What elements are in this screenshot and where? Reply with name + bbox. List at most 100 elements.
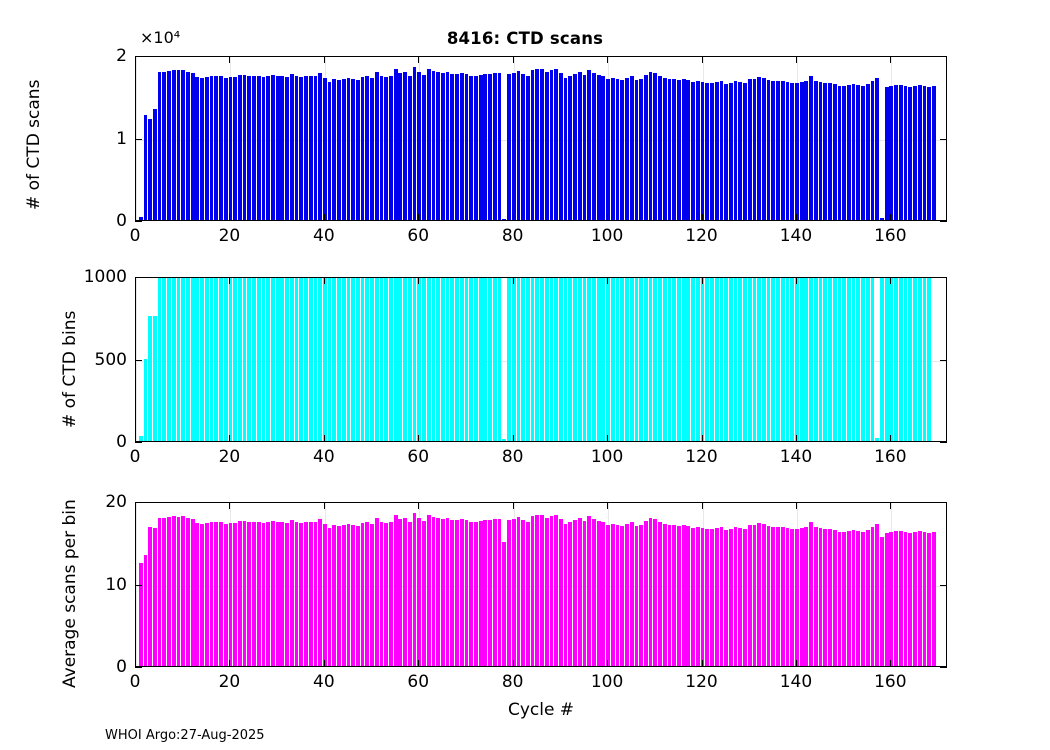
y-tick-right <box>940 277 947 278</box>
bar <box>757 523 762 666</box>
bar <box>832 278 837 441</box>
bar <box>143 358 148 441</box>
bar <box>431 70 436 220</box>
bar <box>799 81 804 220</box>
bar <box>549 278 554 441</box>
bar <box>813 278 818 441</box>
x-tick <box>607 660 609 667</box>
bar <box>875 78 880 220</box>
bar <box>724 278 728 441</box>
x-tick-label: 0 <box>129 447 141 467</box>
bar <box>615 278 620 441</box>
bar <box>898 278 903 441</box>
bar <box>625 77 629 220</box>
bar <box>275 278 280 441</box>
bar <box>455 74 459 220</box>
bar <box>355 278 360 441</box>
bar <box>511 72 516 220</box>
bar <box>455 520 459 666</box>
bar <box>195 278 200 441</box>
bar <box>507 73 511 220</box>
bar <box>152 528 157 666</box>
y-tick-right <box>940 138 947 140</box>
plot-ctd-scans <box>135 56 947 221</box>
bar <box>516 278 521 441</box>
bar <box>913 531 917 666</box>
bar <box>176 516 181 666</box>
bar <box>922 531 927 666</box>
bar <box>662 278 667 441</box>
bar <box>856 85 861 220</box>
x-tick-top <box>229 277 231 284</box>
bar <box>865 278 870 441</box>
bar <box>596 278 601 441</box>
bar <box>417 72 422 220</box>
bar <box>799 527 804 666</box>
bar <box>554 278 559 441</box>
bar <box>681 278 686 441</box>
bar <box>488 278 492 441</box>
bar <box>247 76 252 220</box>
x-tick-top <box>795 277 797 284</box>
bar <box>190 519 195 666</box>
x-tick-label: 60 <box>407 447 430 467</box>
bar <box>370 278 374 441</box>
bar <box>710 278 714 441</box>
bar <box>478 520 483 666</box>
bar <box>304 278 308 441</box>
y-tick-label: 1 <box>116 128 127 149</box>
bar <box>464 519 469 666</box>
bar <box>256 278 261 441</box>
x-tick-top <box>512 277 514 284</box>
x-tick-label: 160 <box>874 447 907 467</box>
xlabel-cycle: Cycle # <box>507 700 575 720</box>
bar <box>544 518 549 666</box>
bar <box>658 522 662 666</box>
bar <box>743 528 747 666</box>
y-tick <box>135 56 142 57</box>
bar <box>148 315 153 441</box>
bar <box>261 522 266 666</box>
bar <box>837 278 842 441</box>
x-tick-label: 140 <box>779 447 813 467</box>
y-tick-label: 10 <box>105 574 127 595</box>
bar <box>355 80 360 220</box>
bar <box>214 278 219 441</box>
x-tick-top <box>795 502 797 509</box>
bar <box>766 525 771 666</box>
bar <box>266 278 271 441</box>
bar <box>804 80 809 220</box>
x-tick <box>607 435 609 442</box>
bar <box>894 530 898 666</box>
bar <box>922 278 927 441</box>
bar <box>167 278 171 441</box>
bar <box>256 521 261 666</box>
bar <box>695 278 700 441</box>
x-tick-top <box>795 56 797 63</box>
bar <box>809 522 813 666</box>
x-tick-label: 80 <box>501 672 524 692</box>
bar <box>478 74 483 220</box>
bar <box>577 518 582 666</box>
x-tick <box>323 660 325 667</box>
bar <box>643 278 648 441</box>
bar <box>535 69 540 220</box>
figure-footer: WHOI Argo:27-Aug-2025 <box>105 728 265 743</box>
bar <box>558 278 563 441</box>
bar <box>681 79 686 220</box>
ylabel-ctd-bins: # of CTD bins <box>60 310 80 428</box>
bar <box>167 516 171 666</box>
x-tick <box>890 214 892 221</box>
bar <box>705 278 710 441</box>
bar <box>294 278 299 441</box>
bar <box>795 278 799 441</box>
bar <box>733 527 738 666</box>
bar <box>138 436 143 441</box>
bar <box>568 75 573 220</box>
bar <box>450 278 455 441</box>
x-tick <box>795 660 797 667</box>
bar <box>393 69 398 220</box>
bar <box>714 527 719 666</box>
bar <box>549 516 554 666</box>
bar <box>823 529 828 666</box>
